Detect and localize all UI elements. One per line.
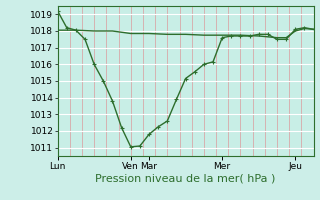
X-axis label: Pression niveau de la mer( hPa ): Pression niveau de la mer( hPa ) (95, 173, 276, 183)
